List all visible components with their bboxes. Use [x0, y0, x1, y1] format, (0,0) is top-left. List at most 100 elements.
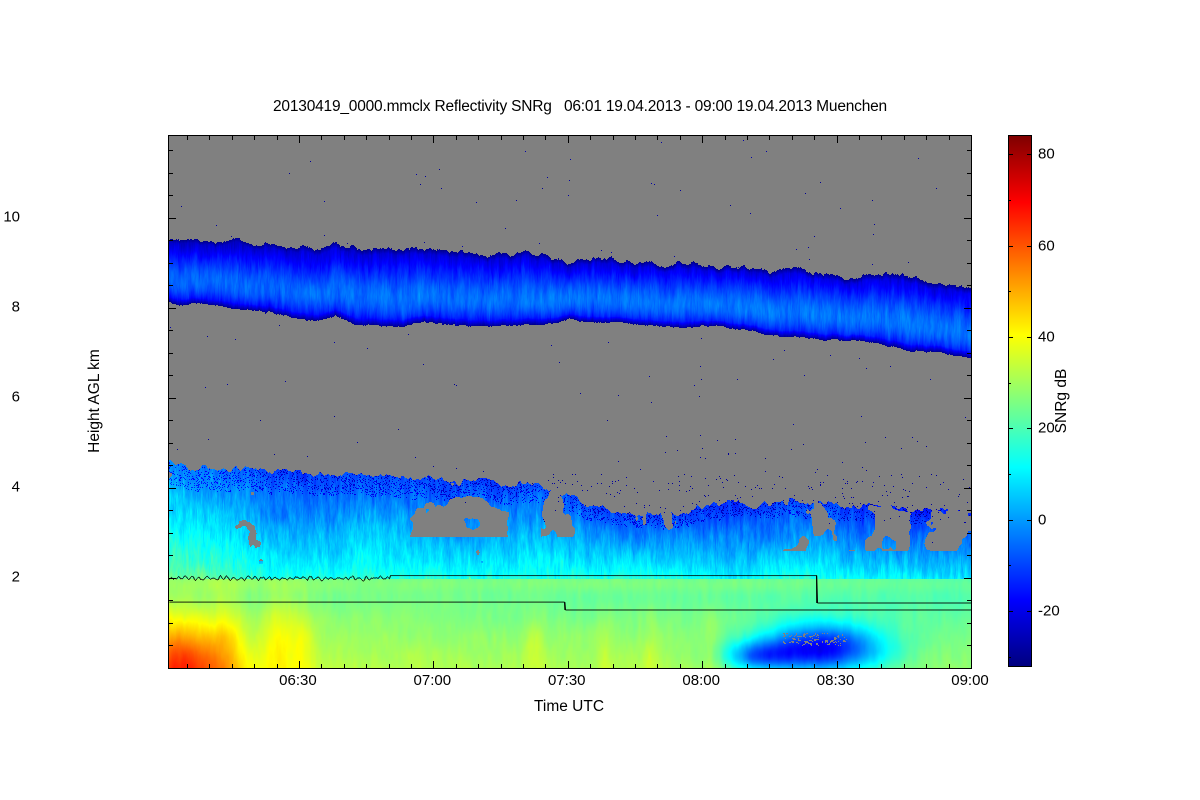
y-tick-minor-right: [967, 465, 971, 467]
y-axis-title: Height AGL km: [86, 349, 103, 453]
x-axis-title: Time UTC: [533, 698, 605, 715]
colorbar-tick-minor: [1008, 382, 1011, 384]
x-tick-minor-top: [881, 136, 883, 140]
y-tick-minor: [169, 555, 173, 557]
y-tick-minor: [169, 622, 173, 624]
x-tick-minor-top: [276, 136, 278, 140]
y-tick-major: [169, 397, 176, 399]
y-tick-minor-right: [967, 330, 971, 332]
y-tick-minor: [169, 240, 173, 242]
y-tick-minor-right: [967, 375, 971, 377]
x-tick-minor-top: [366, 136, 368, 140]
y-tick-minor: [169, 195, 173, 197]
y-tick-minor-right: [967, 352, 971, 354]
page-title: 20130419_0000.mmclx Reflectivity SNRg 06…: [273, 98, 887, 115]
x-tick-label: 08:00: [682, 672, 720, 689]
x-tick-minor-top: [478, 136, 480, 140]
y-tick-major: [169, 487, 176, 489]
x-tick-minor: [522, 664, 524, 668]
colorbar-tick-label: 0: [1038, 511, 1047, 529]
y-tick-major-right: [964, 307, 971, 309]
y-tick-minor-right: [967, 532, 971, 534]
x-tick-minor-top: [724, 136, 726, 140]
x-tick-minor: [231, 664, 233, 668]
x-tick-major: [702, 661, 704, 668]
x-tick-minor: [276, 664, 278, 668]
colorbar-tick-label: 40: [1038, 328, 1055, 346]
y-tick-minor: [169, 465, 173, 467]
x-tick-minor: [948, 664, 950, 668]
y-tick-minor: [169, 172, 173, 174]
colorbar-tick-label: 80: [1038, 145, 1055, 163]
colorbar: 80 60 40 20 0 -20: [1008, 135, 1060, 667]
colorbar-tick-minor: [1008, 565, 1011, 567]
x-tick-minor: [590, 664, 592, 668]
x-tick-minor: [657, 664, 659, 668]
plot-area: [168, 135, 972, 669]
y-tick-minor-right: [967, 510, 971, 512]
colorbar-tick-minor: [1008, 474, 1011, 476]
x-tick-minor: [926, 664, 928, 668]
x-tick-minor: [410, 664, 412, 668]
x-tick-minor: [321, 664, 323, 668]
y-tick-major-right: [964, 217, 971, 219]
y-tick-minor: [169, 352, 173, 354]
y-tick-minor-right: [967, 262, 971, 264]
y-tick-minor-right: [967, 420, 971, 422]
x-tick-minor: [500, 664, 502, 668]
y-tick-minor-right: [967, 600, 971, 602]
x-tick-minor-top: [590, 136, 592, 140]
y-tick-minor-right: [967, 555, 971, 557]
x-tick-minor-top: [612, 136, 614, 140]
y-tick-minor: [169, 510, 173, 512]
x-tick-label: 07:00: [413, 672, 452, 689]
x-tick-major-top: [702, 136, 704, 143]
x-tick-minor: [388, 664, 390, 668]
y-tick-minor-right: [967, 150, 971, 152]
colorbar-tick: [1008, 428, 1013, 430]
y-tick-minor-right: [967, 645, 971, 647]
x-tick-minor-top: [746, 136, 748, 140]
x-tick-minor-top: [410, 136, 412, 140]
y-tick-label: 8: [11, 298, 20, 316]
y-tick-major: [169, 217, 176, 219]
x-tick-minor-top: [791, 136, 793, 140]
colorbar-tick-right: [1027, 245, 1032, 247]
y-tick-minor: [169, 645, 173, 647]
y-tick-minor: [169, 532, 173, 534]
x-tick-minor: [186, 664, 188, 668]
x-tick-minor: [612, 664, 614, 668]
colorbar-tick: [1008, 611, 1013, 613]
x-tick-minor-top: [186, 136, 188, 140]
x-tick-label: 06:30: [279, 672, 317, 689]
y-tick-major-right: [964, 487, 971, 489]
y-tick-label: 6: [11, 388, 20, 406]
colorbar-tick: [1008, 337, 1013, 339]
x-tick-minor-top: [500, 136, 502, 140]
x-tick-minor-top: [321, 136, 323, 140]
x-tick-minor-top: [814, 136, 816, 140]
x-tick-label: 07:30: [547, 672, 586, 689]
x-tick-major-top: [567, 136, 569, 143]
y-tick-minor: [169, 375, 173, 377]
x-tick-minor: [634, 664, 636, 668]
colorbar-tick-label: -20: [1038, 602, 1060, 620]
x-tick-major-top: [433, 136, 435, 143]
y-tick-minor-right: [967, 195, 971, 197]
colorbar-tick: [1008, 154, 1013, 156]
colorbar-tick-right: [1027, 519, 1032, 521]
colorbar-tick-right: [1027, 428, 1032, 430]
colorbar-tick-right: [1027, 154, 1032, 156]
colorbar-tick: [1008, 519, 1013, 521]
y-tick-minor-right: [967, 442, 971, 444]
x-tick-major: [433, 661, 435, 668]
x-tick-minor: [343, 664, 345, 668]
x-tick-major: [298, 661, 300, 668]
x-tick-minor-top: [657, 136, 659, 140]
y-tick-minor: [169, 330, 173, 332]
x-tick-label: 09:00: [951, 672, 989, 689]
x-tick-minor-top: [343, 136, 345, 140]
y-tick-minor: [169, 285, 173, 287]
y-tick-minor-right: [967, 240, 971, 242]
